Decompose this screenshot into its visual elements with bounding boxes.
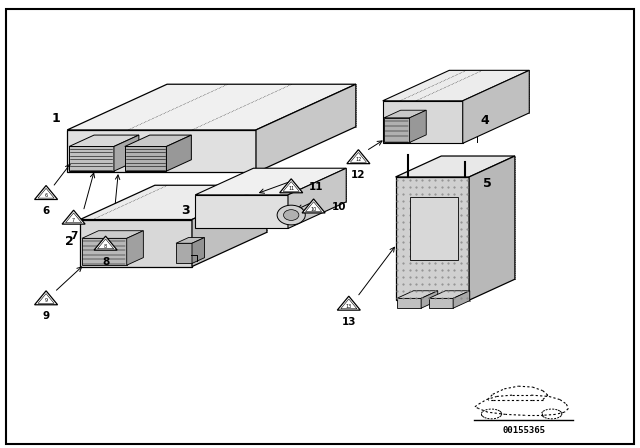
Text: 4: 4 — [480, 114, 489, 128]
Polygon shape — [127, 231, 143, 265]
Polygon shape — [69, 146, 114, 171]
Circle shape — [277, 205, 305, 225]
Polygon shape — [195, 168, 346, 195]
Polygon shape — [192, 185, 267, 267]
Polygon shape — [463, 70, 529, 143]
Polygon shape — [410, 110, 426, 142]
Polygon shape — [429, 291, 470, 298]
Polygon shape — [383, 70, 529, 101]
Polygon shape — [125, 135, 191, 146]
Text: 7: 7 — [70, 231, 77, 241]
Text: 9: 9 — [42, 311, 50, 322]
Text: 5: 5 — [483, 177, 492, 190]
Polygon shape — [396, 156, 515, 177]
Text: 6: 6 — [42, 206, 50, 216]
Polygon shape — [80, 220, 192, 267]
Text: 13: 13 — [346, 304, 352, 309]
Polygon shape — [337, 296, 360, 310]
Text: 13: 13 — [342, 317, 356, 327]
Polygon shape — [302, 199, 325, 213]
Text: 12: 12 — [355, 157, 362, 162]
Text: 7: 7 — [72, 218, 75, 223]
Text: 3: 3 — [181, 204, 189, 217]
Text: 10: 10 — [332, 202, 346, 212]
Polygon shape — [35, 291, 58, 305]
Text: 2: 2 — [65, 235, 74, 249]
Polygon shape — [35, 185, 58, 199]
Polygon shape — [176, 243, 192, 263]
Text: 8: 8 — [104, 244, 107, 249]
Polygon shape — [280, 179, 303, 193]
Polygon shape — [82, 231, 143, 238]
Polygon shape — [429, 298, 453, 308]
Polygon shape — [195, 195, 288, 228]
Text: 10: 10 — [310, 207, 317, 211]
Polygon shape — [125, 146, 166, 171]
Polygon shape — [397, 291, 438, 298]
Polygon shape — [469, 156, 515, 300]
Text: 11: 11 — [309, 182, 324, 192]
Polygon shape — [347, 150, 370, 164]
Polygon shape — [114, 135, 139, 171]
Text: 12: 12 — [351, 170, 365, 181]
Polygon shape — [67, 84, 356, 130]
Polygon shape — [80, 185, 267, 220]
Polygon shape — [396, 177, 469, 300]
FancyBboxPatch shape — [6, 9, 634, 444]
Polygon shape — [256, 84, 356, 172]
Text: 9: 9 — [45, 298, 47, 303]
Polygon shape — [383, 101, 463, 143]
Polygon shape — [192, 237, 205, 263]
Text: 6: 6 — [45, 193, 47, 198]
Polygon shape — [384, 110, 426, 118]
Polygon shape — [82, 238, 127, 265]
Text: 11: 11 — [288, 186, 294, 191]
Polygon shape — [288, 168, 346, 228]
Polygon shape — [69, 135, 139, 146]
Polygon shape — [453, 291, 470, 308]
Polygon shape — [410, 197, 458, 260]
Polygon shape — [94, 236, 117, 250]
Polygon shape — [384, 118, 410, 142]
Polygon shape — [62, 210, 85, 224]
Polygon shape — [67, 130, 256, 172]
Polygon shape — [166, 135, 191, 171]
Polygon shape — [421, 291, 438, 308]
Text: 00155365: 00155365 — [502, 426, 545, 435]
Polygon shape — [397, 298, 421, 308]
Text: 1: 1 — [52, 112, 61, 125]
Text: 8: 8 — [102, 257, 109, 267]
Circle shape — [284, 210, 299, 220]
Polygon shape — [176, 237, 205, 243]
